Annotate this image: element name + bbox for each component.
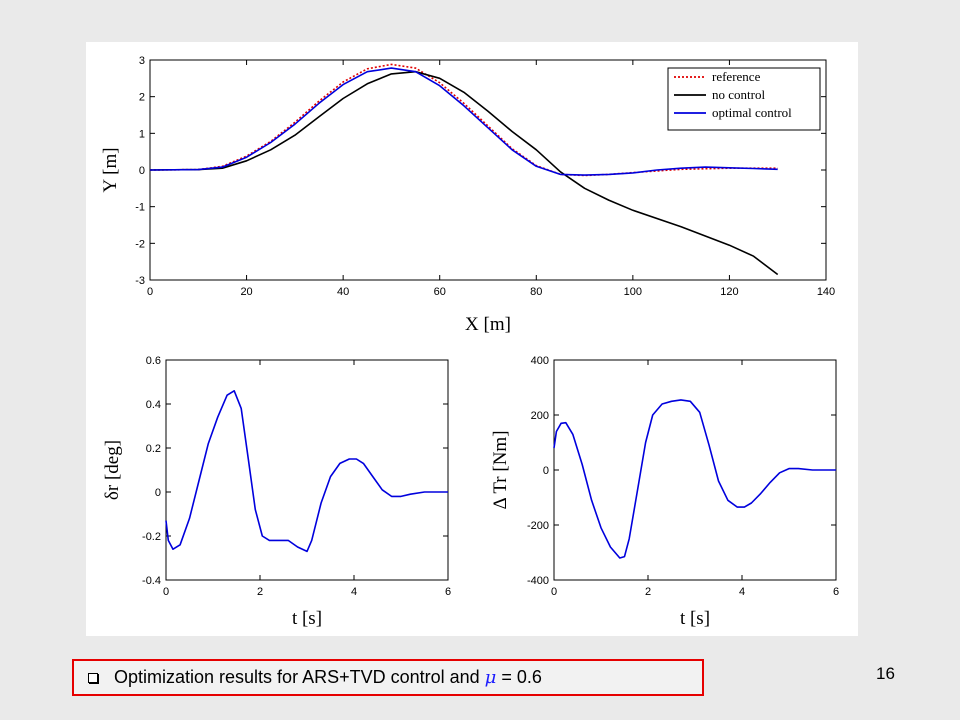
y-tick-label: -400 <box>527 575 549 587</box>
x-tick-label: 0 <box>147 286 153 298</box>
caption-mu-symbol: μ <box>484 667 497 688</box>
y-tick-label: 0 <box>139 165 145 177</box>
x-tick-label: 60 <box>434 286 446 298</box>
x-tick-label: 140 <box>817 286 835 298</box>
x-tick-label: 0 <box>551 586 557 598</box>
caption-suffix: = 0.6 <box>501 667 542 687</box>
y-tick-label: -0.2 <box>142 531 161 543</box>
x-tick-label: 6 <box>445 586 451 598</box>
y-axis-label: Δ Tr [Nm] <box>490 430 511 509</box>
legend-entry: optimal control <box>712 105 792 120</box>
y-tick-label: 200 <box>531 410 549 422</box>
x-axis-label: t [s] <box>680 608 710 629</box>
plot-frame <box>553 359 837 581</box>
y-tick-label: 0 <box>155 487 161 499</box>
x-tick-label: 0 <box>163 586 169 598</box>
series-line-no-control <box>149 70 779 276</box>
y-tick-label: 0.2 <box>146 443 161 455</box>
series-line-0 <box>553 399 836 559</box>
caption-box: Optimization results for ARS+TVD control… <box>72 659 704 696</box>
x-tick-label: 2 <box>257 586 263 598</box>
y-tick-label: 400 <box>531 355 549 367</box>
series-line-0 <box>165 389 448 553</box>
y-tick-label: -200 <box>527 520 549 532</box>
caption-text: Optimization results for ARS+TVD control… <box>114 667 542 688</box>
legend-entry: reference <box>712 69 761 84</box>
x-tick-label: 20 <box>240 286 252 298</box>
y-tick-label: 1 <box>139 128 145 140</box>
y-axis-label: δr [deg] <box>102 440 123 500</box>
x-axis-label: t [s] <box>292 608 322 629</box>
y-tick-label: 0 <box>543 465 549 477</box>
chart-1: 0 2 4 6 -0.4 -0.2 0 0.2 0.4 0.6 t [s] δr [deg] <box>102 355 451 629</box>
x-tick-label: 100 <box>624 286 642 298</box>
x-tick-label: 4 <box>739 586 745 598</box>
y-tick-label: -2 <box>135 238 145 250</box>
y-tick-label: 0.6 <box>146 355 161 367</box>
y-tick-label: 3 <box>139 55 145 67</box>
y-tick-label: -1 <box>135 202 145 214</box>
chart-2: 0 2 4 6 -400 -200 0 200 400 t [s] Δ Tr [Nm] <box>490 355 839 629</box>
series-line-reference <box>149 63 778 177</box>
y-tick-label: 2 <box>139 92 145 104</box>
legend-entry: no control <box>712 87 765 102</box>
y-tick-label: -0.4 <box>142 575 161 587</box>
x-tick-label: 2 <box>645 586 651 598</box>
legend: reference no control optimal control <box>667 67 821 131</box>
x-tick-label: 40 <box>337 286 349 298</box>
checkbox-bullet-icon <box>88 672 98 683</box>
figure-panel: 0 20 40 60 80 100 120 140 -3 -2 -1 0 1 2 3 X [m] Y [m] re… <box>86 42 858 636</box>
x-tick-label: 120 <box>720 286 738 298</box>
series-line-optimal-control <box>149 67 778 176</box>
chart-0: 0 20 40 60 80 100 120 140 -3 -2 -1 0 1 2 3 X [m] Y [m] re… <box>100 55 835 335</box>
y-tick-label: 0.4 <box>146 399 161 411</box>
legend-box <box>667 67 821 131</box>
page-number: 16 <box>876 664 895 683</box>
plot-frame <box>165 359 449 581</box>
x-tick-label: 4 <box>351 586 357 598</box>
y-axis-label: Y [m] <box>100 147 121 192</box>
x-tick-label: 80 <box>530 286 542 298</box>
caption-prefix: Optimization results for ARS+TVD control… <box>114 667 480 687</box>
x-axis-label: X [m] <box>465 314 511 335</box>
x-tick-label: 6 <box>833 586 839 598</box>
y-tick-label: -3 <box>135 275 145 287</box>
